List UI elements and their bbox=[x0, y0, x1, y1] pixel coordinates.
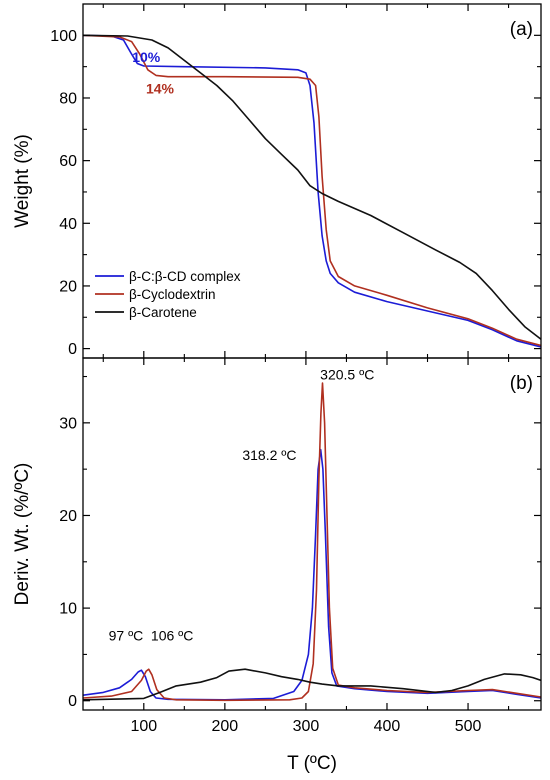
y-tick-label: 100 bbox=[50, 28, 77, 45]
panel-b-series-line-1 bbox=[83, 448, 541, 701]
panel-b-frame bbox=[82, 357, 542, 711]
y-tick-label: 30 bbox=[59, 415, 77, 432]
panel-a-y-axis-title: Weight (%) bbox=[12, 134, 33, 228]
x-axis-title: T (ºC) bbox=[287, 753, 337, 774]
x-tick-label: 200 bbox=[212, 718, 239, 735]
panel-a-weight-plot: 0 20 40 60 80 100 (a) Weight (%) 10% 14% β-C:β… bbox=[12, 3, 542, 359]
annotation-label: 320.5 ºC bbox=[320, 366, 374, 382]
panel-b-ticks: 100 200 300 400 500 0 10 20 30 bbox=[59, 358, 541, 735]
panel-b-annotations: 97 ºC 106 ºC 318.2 ºC 320.5 ºC bbox=[109, 366, 375, 643]
annotation-label: 14% bbox=[146, 80, 175, 96]
panel-a-series-line-3 bbox=[83, 34, 541, 340]
panel-b-derivative-plot: 100 200 300 400 500 0 10 20 30 (b) Deriv. Wt. (%… bbox=[12, 357, 542, 774]
panel-a-label: (a) bbox=[510, 19, 533, 40]
x-tick-label: 500 bbox=[455, 718, 482, 735]
y-tick-label: 20 bbox=[59, 508, 77, 525]
panel-a-legend: β-C:β-CD complex β-Cyclodextrin β-Carotene bbox=[95, 269, 241, 320]
panel-a-annotations: 10% 14% bbox=[132, 49, 174, 96]
y-tick-label: 10 bbox=[59, 601, 77, 618]
annotation-label: 318.2 ºC bbox=[242, 447, 296, 463]
panel-a-series-line-2 bbox=[83, 34, 541, 347]
panel-a-series bbox=[83, 34, 541, 348]
y-tick-label: 0 bbox=[68, 693, 77, 710]
y-tick-label: 0 bbox=[68, 341, 77, 358]
panel-b-label: (b) bbox=[510, 373, 533, 394]
annotation-label: 97 ºC bbox=[109, 628, 144, 644]
annotation-label: 106 ºC bbox=[151, 628, 193, 644]
panel-b-y-axis-title: Deriv. Wt. (%/ºC) bbox=[12, 463, 33, 606]
x-tick-label: 300 bbox=[293, 718, 320, 735]
legend-label: β-C:β-CD complex bbox=[129, 269, 241, 284]
y-tick-label: 40 bbox=[59, 216, 77, 233]
y-tick-label: 20 bbox=[59, 278, 77, 295]
y-tick-label: 80 bbox=[59, 90, 77, 107]
panel-a-series-line-1 bbox=[83, 34, 541, 348]
panel-b-series bbox=[83, 382, 541, 702]
panel-a-ticks: 0 20 40 60 80 100 bbox=[50, 4, 541, 358]
legend-label: β-Carotene bbox=[129, 305, 197, 320]
y-tick-label: 60 bbox=[59, 153, 77, 170]
x-tick-label: 100 bbox=[130, 718, 157, 735]
panel-b-series-line-3 bbox=[83, 668, 541, 701]
x-tick-label: 400 bbox=[374, 718, 401, 735]
legend-label: β-Cyclodextrin bbox=[129, 287, 216, 302]
annotation-label: 10% bbox=[132, 49, 161, 65]
panel-b-series-line-2 bbox=[83, 382, 541, 702]
